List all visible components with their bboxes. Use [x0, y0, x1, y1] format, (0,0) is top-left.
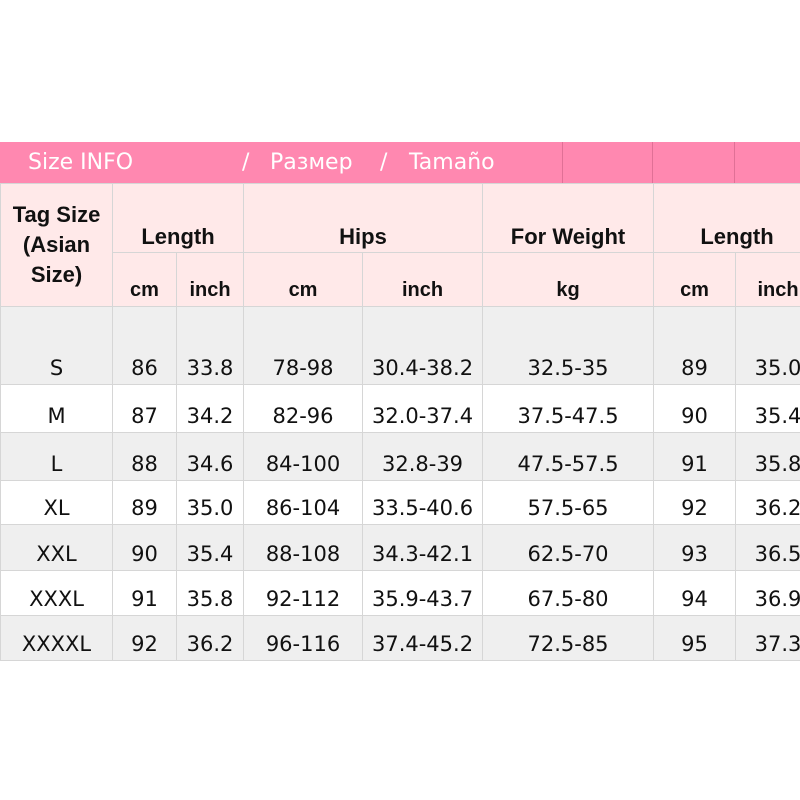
value-cell: 84-100 [243, 432, 364, 481]
size-cell: S [0, 306, 113, 385]
unit-kg: kg [482, 252, 655, 307]
value-cell: 36.5 [735, 524, 800, 571]
value-cell: 87 [112, 384, 177, 433]
value-cell: 89 [112, 480, 177, 525]
unit-cm: cm [112, 252, 177, 307]
value-cell: 88 [112, 432, 177, 481]
unit-cm: cm [243, 252, 364, 307]
value-cell: 89 [653, 306, 737, 385]
value-cell: 35.0 [735, 306, 800, 385]
value-cell: 47.5-57.5 [482, 432, 655, 481]
value-cell: 32.0-37.4 [362, 384, 484, 433]
size-cell: M [0, 384, 113, 433]
value-cell: 72.5-85 [482, 615, 655, 661]
value-cell: 90 [112, 524, 177, 571]
value-cell: 33.5-40.6 [362, 480, 484, 525]
value-cell: 35.8 [735, 432, 800, 481]
header-hips: Hips [243, 183, 484, 253]
value-cell: 93 [653, 524, 737, 571]
value-cell: 57.5-65 [482, 480, 655, 525]
unit-inch: inch [175, 252, 245, 307]
value-cell: 92 [112, 615, 177, 661]
value-cell: 37.5-47.5 [482, 384, 655, 433]
table-row: XXXXL 92 36.2 96-116 37.4-45.2 72.5-85 95 37.3 [0, 615, 800, 661]
divider [652, 142, 653, 183]
value-cell: 34.3-42.1 [362, 524, 484, 571]
header-length: Length [111, 183, 245, 253]
value-cell: 33.8 [175, 306, 245, 385]
value-cell: 94 [653, 570, 737, 616]
value-cell: 36.2 [735, 480, 800, 525]
value-cell: 35.9-43.7 [362, 570, 484, 616]
table-row: XXXL 91 35.8 92-112 35.9-43.7 67.5-80 94 36.9 [0, 570, 800, 616]
value-cell: 32.8-39 [362, 432, 484, 481]
value-cell: 35.4 [175, 524, 245, 571]
value-cell: 92-112 [243, 570, 364, 616]
value-cell: 91 [112, 570, 177, 616]
unit-cm: cm [653, 252, 737, 307]
value-cell: 32.5-35 [482, 306, 655, 385]
value-cell: 91 [653, 432, 737, 481]
value-cell: 88-108 [243, 524, 364, 571]
header-length-2: Length [653, 183, 800, 253]
value-cell: 35.4 [735, 384, 800, 433]
value-cell: 86 [112, 306, 177, 385]
value-cell: 78-98 [243, 306, 364, 385]
value-cell: 35.0 [175, 480, 245, 525]
size-cell: XXXXL [0, 615, 113, 661]
table-row: XXL 90 35.4 88-108 34.3-42.1 62.5-70 93 36.5 [0, 524, 800, 571]
header-for-weight: For Weight [482, 183, 655, 253]
title-separator: / [380, 150, 388, 175]
size-chart-table: Tag Size (Asian Size) Length Hips For We… [0, 183, 800, 661]
value-cell: 36.9 [735, 570, 800, 616]
value-cell: 62.5-70 [482, 524, 655, 571]
table-row: XL 89 35.0 86-104 33.5-40.6 57.5-65 92 36.2 [0, 480, 800, 525]
value-cell: 90 [653, 384, 737, 433]
size-cell: XXL [0, 524, 113, 571]
title-separator: / [242, 150, 250, 175]
value-cell: 35.8 [175, 570, 245, 616]
value-cell: 92 [653, 480, 737, 525]
value-cell: 82-96 [243, 384, 364, 433]
size-cell: XL [0, 480, 113, 525]
size-cell: XXXL [0, 570, 113, 616]
value-cell: 34.6 [175, 432, 245, 481]
divider [562, 142, 563, 183]
unit-inch: inch [362, 252, 484, 307]
table-row: L 88 34.6 84-100 32.8-39 47.5-57.5 91 35.8 [0, 432, 800, 481]
value-cell: 37.4-45.2 [362, 615, 484, 661]
value-cell: 36.2 [175, 615, 245, 661]
title-size-info: Size INFO [28, 150, 134, 175]
table-row: S 86 33.8 78-98 30.4-38.2 32.5-35 89 35.0 [0, 306, 800, 385]
table-row: M 87 34.2 82-96 32.0-37.4 37.5-47.5 90 35.4 [0, 384, 800, 433]
value-cell: 95 [653, 615, 737, 661]
title-russian: Размер [270, 150, 353, 175]
value-cell: 34.2 [175, 384, 245, 433]
value-cell: 37.3 [735, 615, 800, 661]
size-cell: L [0, 432, 113, 481]
value-cell: 67.5-80 [482, 570, 655, 616]
value-cell: 96-116 [243, 615, 364, 661]
divider [734, 142, 735, 183]
value-cell: 86-104 [243, 480, 364, 525]
value-cell: 30.4-38.2 [362, 306, 484, 385]
title-spanish: Tamaño [409, 150, 495, 175]
header-tag-size: Tag Size (Asian Size) [0, 183, 113, 307]
size-info-title-bar: Size INFO / Размер / Tamaño [0, 142, 800, 183]
unit-inch: inch [735, 252, 800, 307]
